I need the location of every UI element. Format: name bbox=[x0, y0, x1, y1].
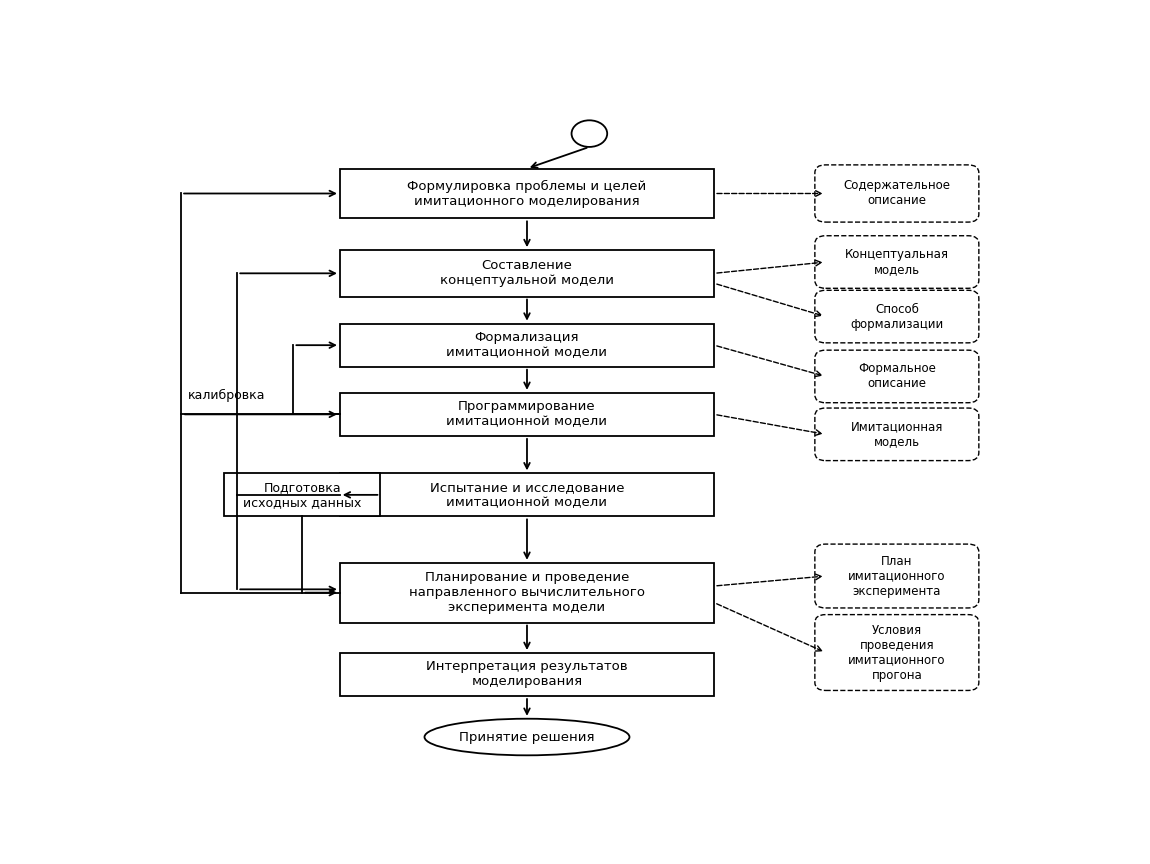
Text: Составление
концептуальной модели: Составление концептуальной модели bbox=[440, 259, 614, 288]
Text: калибровка: калибровка bbox=[187, 390, 266, 403]
FancyBboxPatch shape bbox=[815, 350, 979, 403]
FancyBboxPatch shape bbox=[340, 323, 714, 367]
Text: Формализация
имитационной модели: Формализация имитационной модели bbox=[446, 331, 607, 359]
FancyBboxPatch shape bbox=[340, 653, 714, 696]
FancyBboxPatch shape bbox=[224, 473, 381, 517]
FancyBboxPatch shape bbox=[340, 393, 714, 436]
Text: Подготовка
исходных данных: Подготовка исходных данных bbox=[243, 481, 361, 509]
Text: Способ
формализации: Способ формализации bbox=[850, 302, 943, 331]
FancyBboxPatch shape bbox=[340, 473, 714, 517]
FancyBboxPatch shape bbox=[815, 290, 979, 343]
FancyBboxPatch shape bbox=[815, 165, 979, 222]
Text: Условия
проведения
имитационного
прогона: Условия проведения имитационного прогона bbox=[848, 624, 945, 682]
FancyBboxPatch shape bbox=[340, 562, 714, 623]
Text: План
имитационного
эксперимента: План имитационного эксперимента bbox=[848, 555, 945, 598]
FancyBboxPatch shape bbox=[815, 614, 979, 690]
Circle shape bbox=[572, 120, 607, 147]
Text: Интерпретация результатов
моделирования: Интерпретация результатов моделирования bbox=[427, 660, 628, 689]
Text: Принятие решения: Принятие решения bbox=[459, 731, 595, 744]
Text: Формальное
описание: Формальное описание bbox=[858, 362, 936, 391]
Text: Планирование и проведение
направленного вычислительного
эксперимента модели: Планирование и проведение направленного … bbox=[409, 571, 645, 614]
Text: Содержательное
описание: Содержательное описание bbox=[843, 180, 950, 207]
Text: Имитационная
модель: Имитационная модель bbox=[851, 420, 943, 448]
FancyBboxPatch shape bbox=[815, 408, 979, 461]
Text: Испытание и исследование
имитационной модели: Испытание и исследование имитационной мо… bbox=[430, 481, 624, 509]
FancyBboxPatch shape bbox=[340, 250, 714, 296]
FancyBboxPatch shape bbox=[815, 544, 979, 608]
Text: Формулировка проблемы и целей
имитационного моделирования: Формулировка проблемы и целей имитационн… bbox=[407, 180, 646, 207]
Text: Программирование
имитационной модели: Программирование имитационной модели bbox=[446, 400, 607, 429]
FancyBboxPatch shape bbox=[340, 168, 714, 219]
Ellipse shape bbox=[424, 719, 629, 755]
Text: Концептуальная
модель: Концептуальная модель bbox=[845, 248, 949, 276]
FancyBboxPatch shape bbox=[815, 236, 979, 289]
